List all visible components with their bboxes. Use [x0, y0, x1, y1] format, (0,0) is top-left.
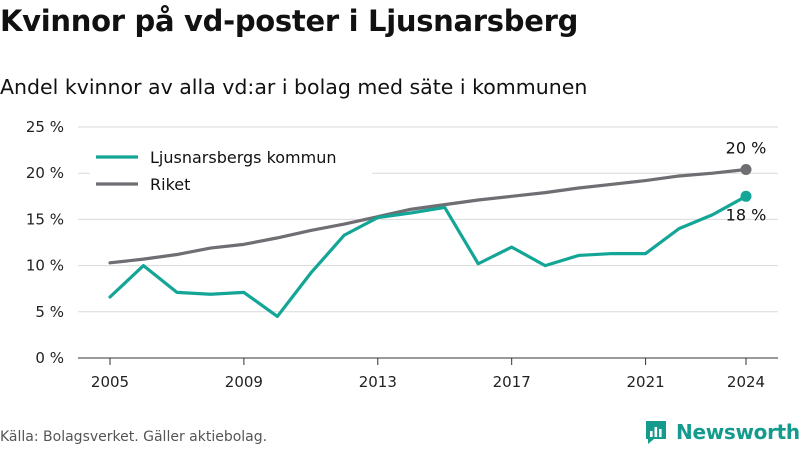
- brand-logo: Newsworthy: [644, 419, 800, 445]
- x-tick-label: 2013: [359, 373, 397, 391]
- y-tick-label: 5 %: [35, 303, 64, 321]
- x-tick-label: 2017: [493, 373, 531, 391]
- series-line-riket: [108, 167, 748, 265]
- x-tick-label: 2005: [91, 373, 129, 391]
- y-tick-label: 20 %: [26, 164, 64, 182]
- legend-label: Riket: [150, 175, 190, 194]
- x-tick-label: 2021: [626, 373, 664, 391]
- y-tick-label: 15 %: [26, 210, 64, 228]
- legend-background: [90, 141, 372, 199]
- y-tick-label: 10 %: [26, 257, 64, 275]
- end-label-ljusnarsberg: 18 %: [726, 205, 767, 224]
- series-end-point-riket: [740, 164, 752, 176]
- x-tick-label: 2009: [225, 373, 263, 391]
- legend-label: Ljusnarsbergs kommun: [150, 148, 337, 167]
- newsworthy-logo-icon: [646, 421, 666, 444]
- chart-subtitle: Andel kvinnor av alla vd:ar i bolag med …: [0, 75, 588, 99]
- source-note: Källa: Bolagsverket. Gäller aktiebolag.: [0, 429, 268, 445]
- y-tick-label: 25 %: [26, 118, 64, 136]
- end-label-riket: 20 %: [726, 139, 767, 158]
- brand-name: Newsworthy: [676, 420, 800, 444]
- chart-title: Kvinnor på vd-poster i Ljusnarsberg: [0, 4, 579, 38]
- y-tick-label: 0 %: [35, 349, 64, 367]
- series-end-point-ljusnarsberg: [740, 190, 752, 202]
- x-tick-label: 2024: [727, 373, 765, 391]
- series-line-ljusnarsberg: [108, 194, 748, 319]
